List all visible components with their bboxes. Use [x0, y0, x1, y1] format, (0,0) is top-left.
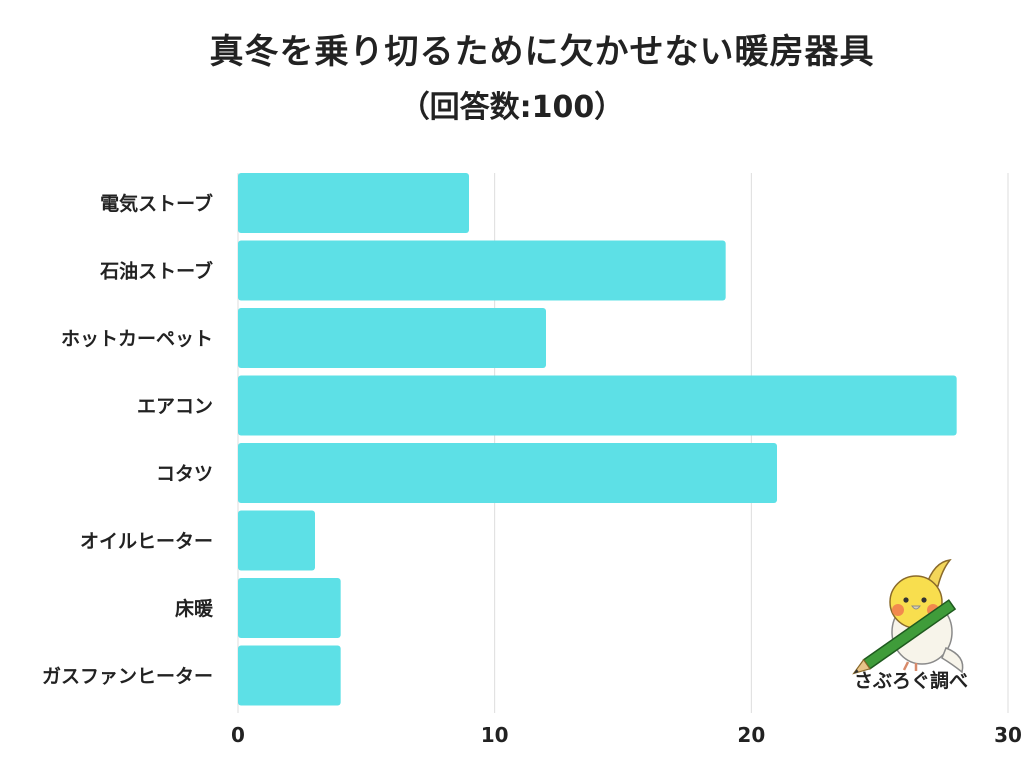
x-tick-label: 30 — [994, 723, 1022, 747]
bar — [238, 375, 957, 436]
bar — [238, 510, 315, 571]
bird-with-pencil-icon — [852, 559, 964, 675]
category-label: 床暖 — [175, 597, 214, 620]
category-label: ホットカーペット — [61, 328, 213, 350]
chart-title: 真冬を乗り切るために欠かせない暖房器具 — [209, 32, 875, 72]
x-tick-label: 20 — [737, 723, 765, 747]
bar — [238, 240, 726, 301]
chart-subtitle: （回答数:100） — [399, 90, 625, 125]
category-label: エアコン — [137, 396, 213, 418]
bar — [238, 308, 546, 368]
category-label: コタツ — [156, 463, 213, 485]
x-tick-label: 0 — [231, 723, 245, 747]
bar — [238, 173, 469, 233]
bar — [238, 645, 341, 706]
category-label: ガスファンヒーター — [42, 666, 213, 688]
bar — [238, 443, 777, 503]
category-label: オイルヒーター — [80, 531, 213, 553]
category-labels: 電気ストーブ石油ストーブホットカーペットエアコンコタツオイルヒーター床暖ガスファ… — [42, 192, 214, 688]
bar — [238, 578, 341, 638]
x-tick-labels: 0 10 20 30 — [231, 723, 1022, 747]
watermark-label: さぶろぐ調べ — [853, 670, 968, 692]
x-tick-label: 10 — [481, 723, 509, 747]
bars — [238, 173, 957, 706]
category-label: 電気ストーブ — [100, 192, 213, 215]
category-label: 石油ストーブ — [99, 260, 213, 283]
